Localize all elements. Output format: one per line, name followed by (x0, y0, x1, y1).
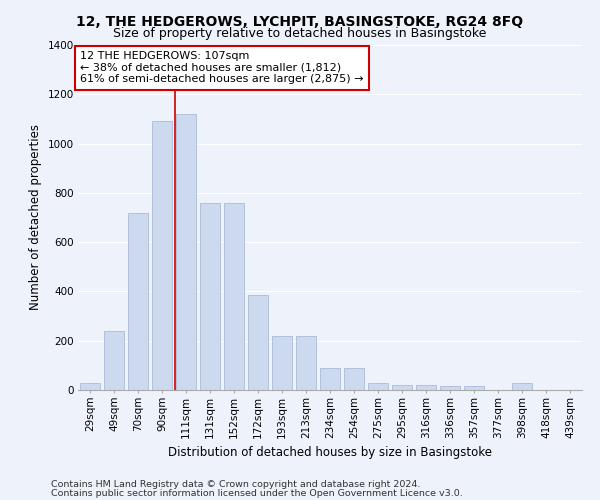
Bar (464, 386, 484, 390)
Text: Contains public sector information licensed under the Open Government Licence v3: Contains public sector information licen… (51, 488, 463, 498)
Bar (368, 382, 388, 390)
Bar (200, 202, 220, 390)
Bar (272, 336, 292, 390)
Bar (320, 368, 340, 390)
Bar (224, 202, 244, 390)
Bar (344, 368, 364, 390)
Bar (296, 336, 316, 390)
Text: Size of property relative to detached houses in Basingstoke: Size of property relative to detached ho… (113, 28, 487, 40)
Bar (392, 385, 412, 390)
Bar (80, 382, 100, 390)
Bar (104, 331, 124, 390)
Bar (152, 122, 172, 390)
Bar (440, 386, 460, 390)
X-axis label: Distribution of detached houses by size in Basingstoke: Distribution of detached houses by size … (168, 446, 492, 459)
Bar (416, 385, 436, 390)
Bar (248, 295, 268, 390)
Y-axis label: Number of detached properties: Number of detached properties (29, 124, 42, 310)
Bar (128, 212, 148, 390)
Text: 12, THE HEDGEROWS, LYCHPIT, BASINGSTOKE, RG24 8FQ: 12, THE HEDGEROWS, LYCHPIT, BASINGSTOKE,… (76, 15, 524, 29)
Text: 12 THE HEDGEROWS: 107sqm
← 38% of detached houses are smaller (1,812)
61% of sem: 12 THE HEDGEROWS: 107sqm ← 38% of detach… (80, 51, 364, 84)
Text: Contains HM Land Registry data © Crown copyright and database right 2024.: Contains HM Land Registry data © Crown c… (51, 480, 421, 489)
Bar (512, 382, 532, 390)
Bar (176, 114, 196, 390)
